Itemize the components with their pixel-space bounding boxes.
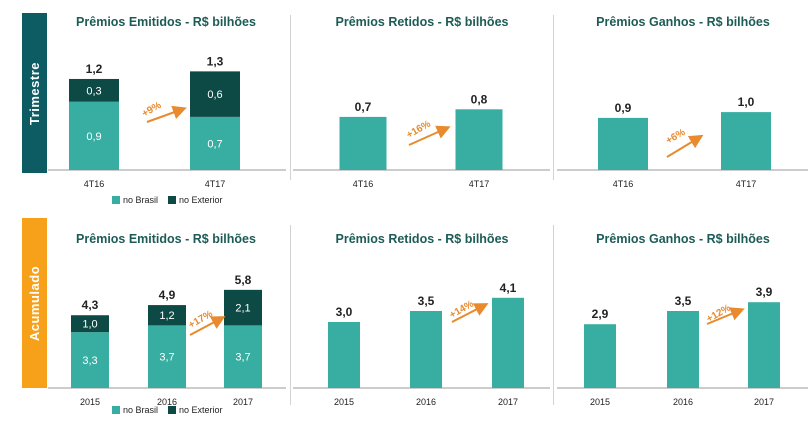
x-tick-label: 2016: [673, 397, 693, 407]
chart-title-acc-ganhos: Prêmios Ganhos - R$ bilhões: [596, 232, 770, 246]
data-label-exterior: 1,0: [82, 319, 97, 331]
chart-title-acc-emitidos: Prêmios Emitidos - R$ bilhões: [76, 232, 256, 246]
panel-divider: [553, 15, 554, 180]
growth-arrow: [666, 134, 704, 158]
bar: [492, 297, 524, 388]
legend-label-exterior: no Exterior: [179, 405, 223, 415]
data-label-brasil: 0,7: [207, 138, 222, 150]
bar: [339, 116, 387, 170]
total-label: 1,0: [738, 95, 755, 109]
bar: [410, 311, 442, 388]
bar-brasil: [69, 101, 119, 170]
legend-swatch-brasil: [112, 406, 120, 414]
total-label: 4,1: [500, 281, 517, 295]
data-label-brasil: 3,3: [82, 355, 97, 367]
growth-label: +12%: [705, 303, 733, 326]
growth-arrow: [706, 307, 745, 325]
legend-swatch-exterior: [168, 406, 177, 414]
growth-label: +16%: [405, 119, 433, 142]
bar: [667, 311, 699, 388]
growth-arrow: [408, 125, 451, 146]
bar-brasil: [224, 325, 262, 388]
legend-label-brasil: no Brasil: [123, 195, 159, 205]
total-label: 2,9: [592, 307, 609, 321]
growth-arrow: [146, 105, 187, 123]
data-label-exterior: 0,3: [86, 85, 101, 97]
bar-exterior: [190, 71, 240, 117]
bar: [748, 302, 780, 388]
bar-brasil: [190, 116, 240, 170]
legend-accumulated: no Brasil no Exterior: [112, 405, 229, 415]
bar-exterior: [71, 315, 109, 333]
total-label: 3,0: [336, 305, 353, 319]
total-label: 1,2: [86, 62, 103, 76]
x-tick-label: 2015: [334, 397, 354, 407]
bar: [721, 112, 771, 170]
legend-quarter: no Brasil no Exterior: [112, 195, 229, 205]
total-label: 3,9: [756, 285, 773, 299]
chart-title-quarter-emitidos: Prêmios Emitidos - R$ bilhões: [76, 15, 256, 29]
growth-arrow: [189, 316, 226, 336]
total-label: 0,7: [355, 100, 372, 114]
x-tick-label: 2017: [498, 397, 518, 407]
panel-divider: [290, 15, 291, 180]
legend-item-exterior: no Exterior: [168, 195, 223, 205]
x-tick-label: 2017: [233, 397, 253, 407]
total-label: 3,5: [418, 294, 435, 308]
legend-item-exterior: no Exterior: [168, 405, 223, 415]
bar: [455, 109, 503, 170]
data-label-brasil: 3,7: [159, 352, 174, 364]
legend-swatch-brasil: [112, 196, 120, 204]
x-tick-label: 4T16: [353, 179, 374, 189]
bar-exterior: [148, 305, 186, 326]
total-label: 0,9: [615, 101, 632, 115]
total-label: 4,9: [159, 288, 176, 302]
legend-label-brasil: no Brasil: [123, 405, 159, 415]
data-label-brasil: 3,7: [235, 352, 250, 364]
x-tick-label: 2015: [80, 397, 100, 407]
section-tab-quarter: Trimestre: [22, 13, 47, 173]
growth-label: +17%: [187, 309, 215, 332]
x-tick-label: 2017: [754, 397, 774, 407]
data-label-exterior: 1,2: [159, 310, 174, 322]
x-tick-label: 2015: [590, 397, 610, 407]
legend-item-brasil: no Brasil: [112, 195, 158, 205]
x-tick-label: 4T17: [469, 179, 490, 189]
section-tab-accumulated: Acumulado: [22, 218, 47, 388]
bar-brasil: [71, 332, 109, 388]
legend-swatch-exterior: [168, 196, 177, 204]
bar-exterior: [224, 289, 262, 326]
x-tick-label: 4T17: [736, 179, 757, 189]
x-tick-label: 4T16: [84, 179, 105, 189]
growth-arrow: [451, 303, 489, 323]
data-label-brasil: 0,9: [86, 131, 101, 143]
bar: [584, 324, 616, 388]
x-tick-label: 4T17: [205, 179, 226, 189]
panel-divider: [553, 225, 554, 405]
bar: [328, 322, 360, 388]
total-label: 3,5: [675, 294, 692, 308]
chart-title-quarter-ganhos: Prêmios Ganhos - R$ bilhões: [596, 15, 770, 29]
data-label-exterior: 0,6: [207, 89, 222, 101]
bar-exterior: [69, 78, 119, 102]
data-label-exterior: 2,1: [235, 303, 250, 315]
x-tick-label: 2016: [416, 397, 436, 407]
panel-divider: [290, 225, 291, 405]
x-tick-label: 2016: [157, 397, 177, 407]
bar: [598, 117, 648, 170]
chart-title-acc-retidos: Prêmios Retidos - R$ bilhões: [335, 232, 509, 246]
legend-item-brasil: no Brasil: [112, 405, 158, 415]
chart-title-quarter-retidos: Prêmios Retidos - R$ bilhões: [335, 15, 509, 29]
x-tick-label: 4T16: [613, 179, 634, 189]
legend-label-exterior: no Exterior: [179, 195, 223, 205]
bar-brasil: [148, 325, 186, 388]
total-label: 5,8: [235, 273, 252, 287]
growth-label: +6%: [664, 127, 687, 147]
total-label: 0,8: [471, 92, 488, 106]
total-label: 1,3: [207, 54, 224, 68]
total-label: 4,3: [82, 298, 99, 312]
